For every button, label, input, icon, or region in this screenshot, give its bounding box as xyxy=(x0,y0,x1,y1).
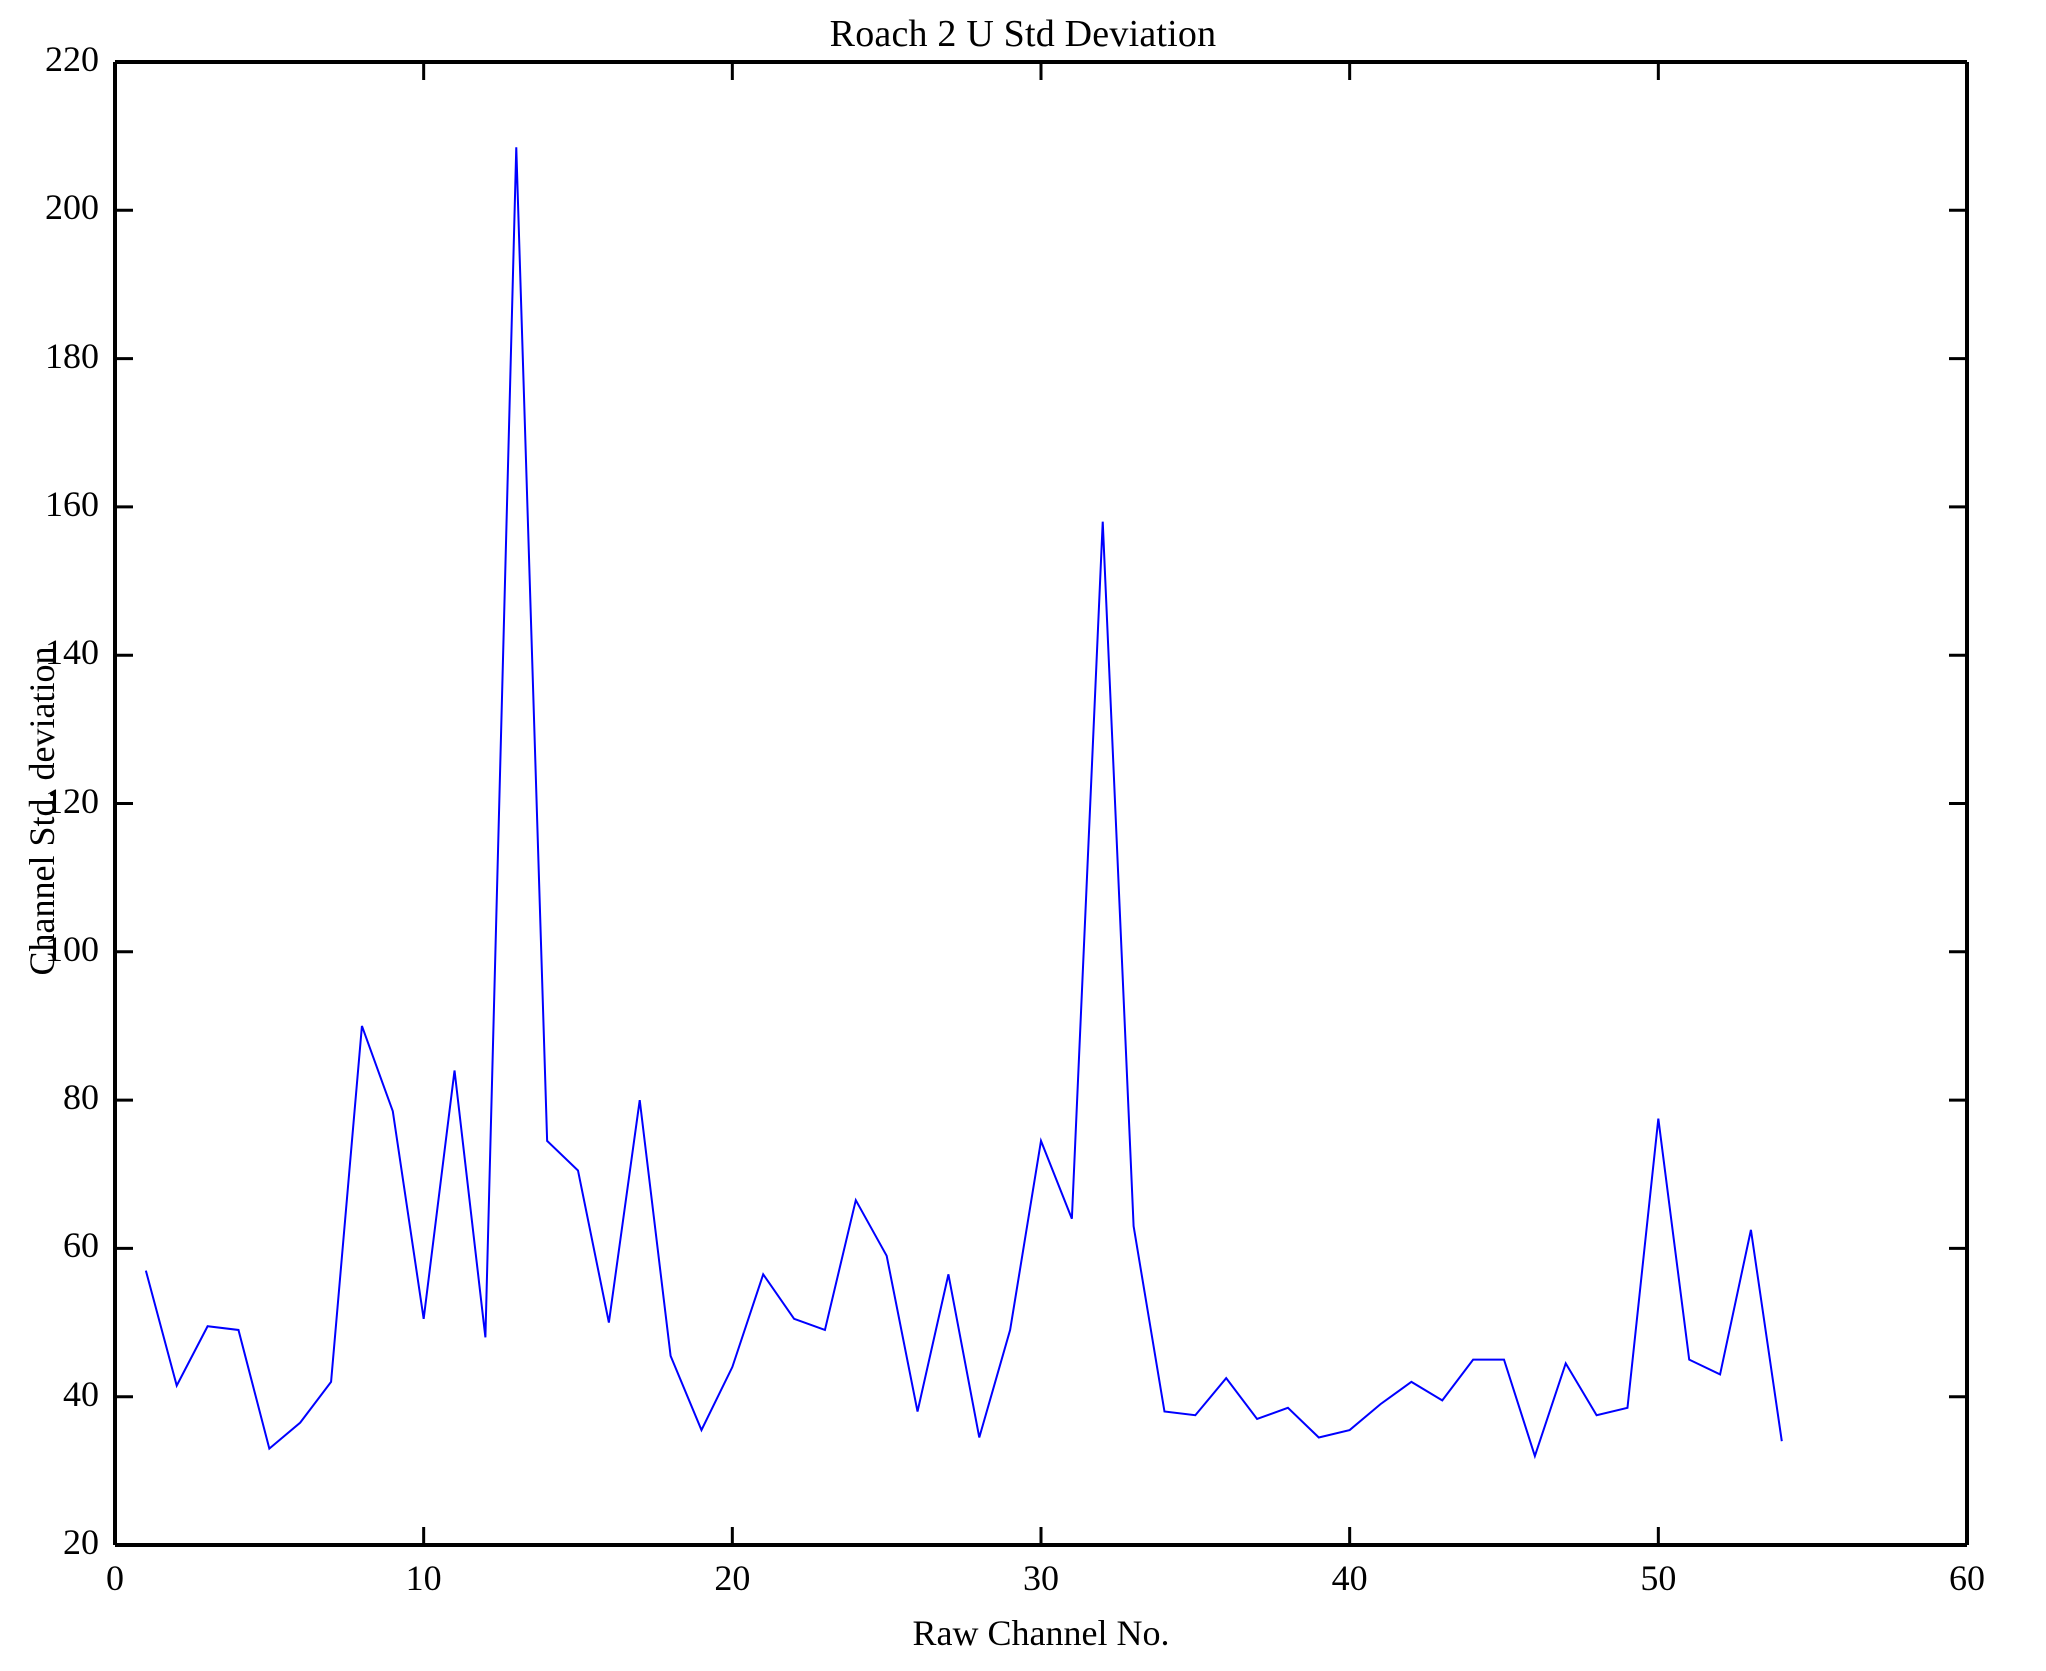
data-series-line xyxy=(144,147,1783,1460)
y-tick-label: 80 xyxy=(63,1077,99,1118)
x-tick-label: 20 xyxy=(714,1558,751,1598)
y-tick-label: 60 xyxy=(63,1225,99,1266)
y-axis-title: Channel Std. deviation xyxy=(22,646,62,976)
x-tick-label: 10 xyxy=(405,1558,442,1598)
y-tick-label: 220 xyxy=(45,39,99,79)
x-tick-label: 60 xyxy=(1949,1558,1985,1598)
x-tick-label: 40 xyxy=(1331,1558,1368,1598)
y-tick-label: 40 xyxy=(63,1373,99,1414)
y-tick-label: 100 xyxy=(45,928,99,969)
x-axis-title: Raw Channel No. xyxy=(912,1613,1170,1653)
x-tick-label: 50 xyxy=(1640,1558,1677,1598)
y-tick-label: 160 xyxy=(45,483,99,524)
y-tick-label: 140 xyxy=(45,632,99,673)
axes-group xyxy=(113,60,1969,1547)
x-tick-label: 30 xyxy=(1023,1558,1059,1598)
y-tick-label: 20 xyxy=(63,1522,99,1562)
axis-ticks-group xyxy=(113,60,1969,1547)
chart-title: Roach 2 U Std Deviation xyxy=(829,13,1217,55)
x-tick-label: 0 xyxy=(106,1558,124,1598)
y-tick-label: 200 xyxy=(45,187,99,228)
y-tick-label: 120 xyxy=(45,780,99,821)
y-tick-label: 180 xyxy=(45,335,99,376)
